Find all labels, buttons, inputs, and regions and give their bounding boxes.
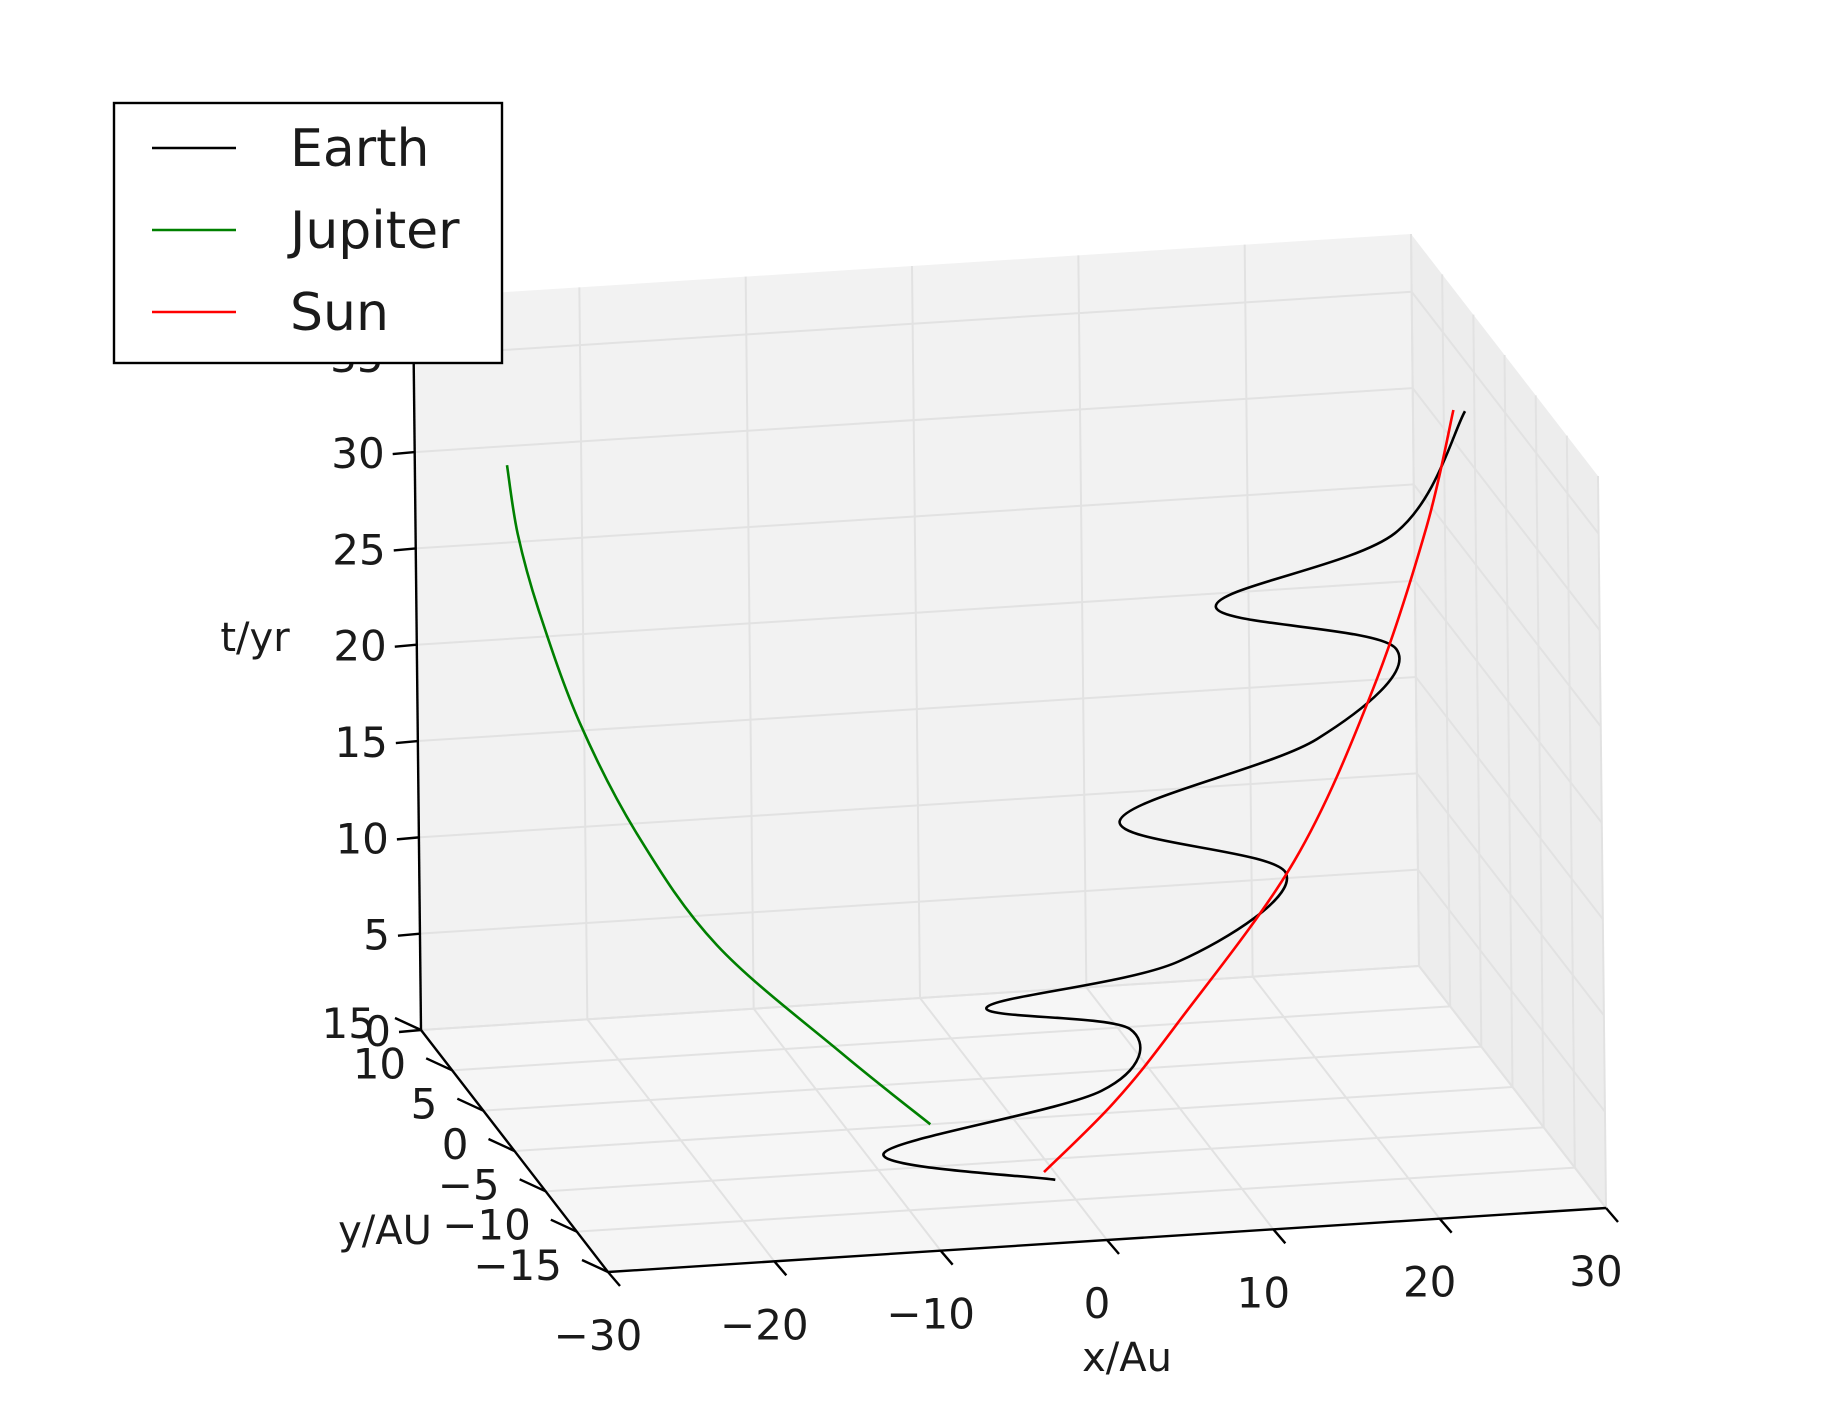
series-earth-line <box>882 410 1467 1182</box>
x-tick <box>1272 1228 1287 1245</box>
x-tick <box>1605 1207 1619 1223</box>
z-tick-label: 0 <box>364 1007 391 1056</box>
gridline-side-z <box>1417 869 1606 1113</box>
y-tick <box>394 1016 422 1032</box>
gridline-back-x <box>911 265 921 999</box>
y-tick <box>550 1218 578 1233</box>
series-jupiter-line <box>505 464 932 1126</box>
x-axis-label: x/Au <box>1082 1335 1172 1381</box>
y-tick <box>519 1178 547 1193</box>
gridline-back-x <box>744 276 755 1009</box>
y-tick <box>456 1097 484 1112</box>
gridline-back-z <box>418 772 1417 839</box>
z-tick <box>396 836 420 841</box>
y-tick-label: 10 <box>353 1039 406 1088</box>
gridline-side-z <box>1413 580 1603 824</box>
gridline-back-z <box>415 483 1414 550</box>
x-tick-label: −20 <box>720 1300 809 1349</box>
x-tick-label: 0 <box>1084 1279 1111 1328</box>
gridline-side-y <box>1410 233 1420 967</box>
z-tick <box>394 643 417 648</box>
y-tick <box>581 1258 609 1274</box>
gridline-back-z <box>419 868 1419 935</box>
legend: Earth Jupiter Sun <box>112 101 504 365</box>
z-tick-label: 30 <box>331 429 384 478</box>
x-tick <box>939 1249 954 1266</box>
gridline-side-z <box>1415 676 1604 920</box>
gridline-back-z <box>416 579 1415 646</box>
z-tick-label: 25 <box>332 525 385 574</box>
x-tick-label: −10 <box>886 1290 975 1339</box>
y-tick-label: −15 <box>473 1241 562 1290</box>
y-tick-label: −10 <box>442 1201 531 1250</box>
x-tick <box>773 1260 788 1277</box>
gridline-floor-y <box>452 1005 1451 1072</box>
series-sun-line <box>1043 409 1455 1174</box>
z-tick <box>397 932 421 937</box>
z-tick <box>393 547 416 552</box>
gridline-side-y <box>1534 395 1545 1128</box>
x-tick-label: 30 <box>1569 1247 1622 1296</box>
z-tick <box>395 739 418 745</box>
legend-box <box>112 101 504 365</box>
y-tick-label: −5 <box>438 1160 500 1209</box>
gridline-side-y <box>1503 354 1514 1088</box>
z-axis-line <box>411 297 423 1031</box>
series-lines <box>505 409 1467 1182</box>
x-tick <box>1438 1217 1453 1234</box>
gridline-back-x <box>1077 255 1088 988</box>
gridline-side-z <box>1411 387 1601 631</box>
gridline-floor-y <box>545 1126 1544 1193</box>
gridline-side-z <box>1416 772 1605 1016</box>
z-tick-label: 10 <box>335 814 388 863</box>
z-tick <box>392 450 415 456</box>
legend-label-earth: Earth <box>290 119 429 179</box>
gridline-side-y <box>1597 475 1607 1209</box>
x-tick-label: −30 <box>554 1311 643 1360</box>
gridline-side-y <box>1565 435 1576 1168</box>
x-tick-label: 10 <box>1237 1268 1290 1317</box>
gridline-side-y <box>1472 314 1483 1047</box>
gridline-floor-y <box>420 965 1420 1031</box>
x-tick <box>1106 1239 1120 1255</box>
gridline-floor-y <box>514 1086 1513 1152</box>
gridline-side-z <box>1410 291 1600 535</box>
y-tick-label: 5 <box>411 1080 438 1129</box>
gridline-floor-y <box>483 1045 1482 1112</box>
z-tick-label: 15 <box>334 718 387 767</box>
z-tick-label: 20 <box>333 622 386 671</box>
legend-label-jupiter: Jupiter <box>287 201 460 261</box>
gridline-back-z <box>413 290 1412 357</box>
y-tick <box>425 1057 453 1072</box>
legend-label-sun: Sun <box>290 283 389 343</box>
gridline-floor-y <box>576 1166 1575 1233</box>
gridline-side-z <box>1412 483 1602 728</box>
y-axis-label: y/AU <box>338 1208 432 1254</box>
gridline-back-x <box>578 287 589 1020</box>
gridline-back-x <box>1243 244 1254 977</box>
z-tick-label: 5 <box>363 911 390 960</box>
gridline-side-y <box>1441 274 1452 1007</box>
x-tick <box>607 1271 621 1287</box>
gridline-back-z <box>414 387 1413 454</box>
y-tick-label: 0 <box>442 1120 469 1169</box>
y-tick-label: 15 <box>322 999 375 1048</box>
tick-marks <box>391 354 1619 1287</box>
x-tick-label: 20 <box>1403 1258 1456 1307</box>
z-axis-label: t/yr <box>220 615 290 661</box>
y-tick <box>487 1137 516 1153</box>
z-tick <box>398 1028 422 1034</box>
